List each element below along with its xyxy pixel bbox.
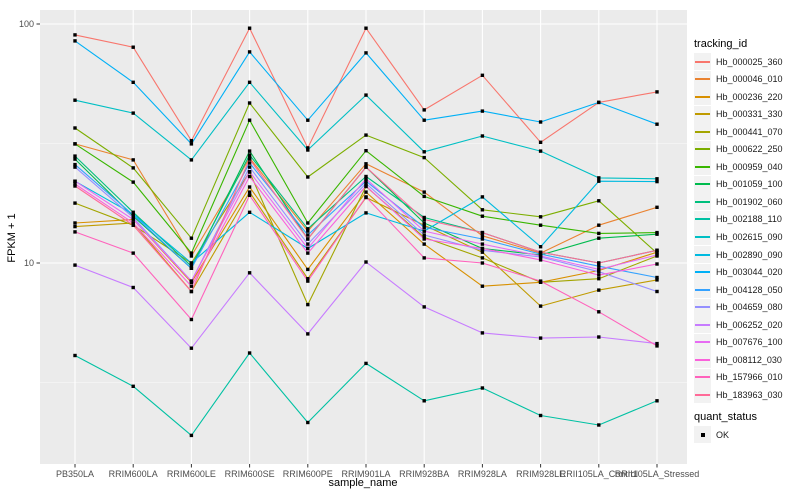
line-swatch-icon (694, 140, 711, 158)
legend-item-label: Hb_002890_090 (716, 249, 783, 260)
x-tick-label: RRIM600LE (166, 469, 216, 479)
x-tick-label: RRIM928LA (457, 469, 507, 479)
x-tick-label: RRIM600SE (224, 469, 275, 479)
legend-title-tracking-id: tracking_id (694, 38, 748, 50)
legend-item-label: Hb_007676_100 (716, 337, 783, 348)
legend-item: Hb_003044_020 (694, 263, 800, 281)
line-swatch-icon (694, 316, 711, 334)
legend-item: Hb_001059_100 (694, 175, 800, 193)
legend-item-label: OK (716, 429, 730, 440)
legend-item-label: Hb_183963_030 (716, 389, 783, 400)
legend-item: Hb_007676_100 (694, 333, 800, 351)
legend-item-label: Hb_000331_330 (716, 109, 783, 120)
line-swatch-icon (694, 193, 711, 211)
line-swatch-icon (694, 123, 711, 141)
legend-item-label: Hb_002188_110 (716, 214, 782, 225)
legend-item: Hb_002615_090 (694, 228, 800, 246)
quant-status-legend: quant_status OK (694, 411, 800, 444)
x-tick-label: RRIM928LE (516, 469, 566, 479)
legend-item-list: Hb_000025_360 Hb_000046_010 Hb_000236_220 H… (694, 53, 800, 404)
line-swatch-icon (694, 158, 711, 176)
legend-item: Hb_001902_060 (694, 193, 800, 211)
legend-item-label: Hb_157966_010 (716, 372, 783, 383)
line-swatch-icon (694, 368, 711, 386)
legend-item: Hb_002188_110 (694, 210, 800, 228)
legend-item-label: Hb_004128_050 (716, 284, 783, 295)
legend-title-quant-status: quant_status (694, 411, 757, 424)
legend-item: Hb_183963_030 (694, 386, 800, 404)
x-tick-label: RRII105LA_Stressed (614, 469, 700, 479)
legend-item: Hb_000622_250 (694, 140, 800, 158)
x-tick-label: RRIM600PE (282, 469, 333, 479)
legend-item-label: Hb_002615_090 (716, 231, 783, 242)
line-swatch-icon (694, 70, 711, 88)
legend-item-label: Hb_008112_030 (716, 354, 782, 365)
line-swatch-icon (694, 351, 711, 369)
line-swatch-icon (694, 246, 711, 264)
y-tick-label: 100 (18, 18, 34, 29)
legend-item: Hb_000025_360 (694, 53, 800, 70)
legend-item: Hb_000236_220 (694, 88, 800, 106)
line-swatch-icon (694, 210, 711, 228)
line-swatch-icon (694, 263, 711, 281)
x-tick-label: RRII105LA_Control (559, 469, 638, 479)
legend-item-label: Hb_004659_080 (716, 302, 783, 313)
legend-item: Hb_157966_010 (694, 368, 800, 386)
y-axis-title: FPKM + 1 (6, 213, 18, 263)
line-swatch-icon (694, 53, 711, 70)
legend-item-label: Hb_000441_070 (716, 126, 783, 137)
legend-item-label: Hb_001059_100 (716, 179, 783, 190)
legend-item: Hb_002890_090 (694, 246, 800, 264)
line-swatch-icon (694, 88, 711, 106)
legend-item-label: Hb_006252_020 (716, 319, 783, 330)
legend-item-ok: OK (694, 426, 800, 444)
line-swatch-icon (694, 228, 711, 246)
legend-item-label: Hb_001902_060 (716, 196, 783, 207)
legend-item-label: Hb_000046_010 (716, 74, 783, 85)
legend-item: Hb_004128_050 (694, 281, 800, 299)
line-swatch-icon (694, 386, 711, 404)
legend-item: Hb_000959_040 (694, 158, 800, 176)
legend-item: Hb_000441_070 (694, 123, 800, 141)
line-swatch-icon (694, 281, 711, 299)
line-swatch-icon (694, 298, 711, 316)
legend-item-label: Hb_000025_360 (716, 56, 783, 67)
legend-item-label: Hb_000622_250 (716, 144, 783, 155)
x-tick-label: PB350LA (55, 469, 95, 479)
legend-item: Hb_000046_010 (694, 70, 800, 88)
legend-item: Hb_008112_030 (694, 351, 800, 369)
line-swatch-icon (694, 105, 711, 123)
x-tick-label: RRIM600LA (108, 469, 158, 479)
x-axis-title: sample_name (328, 477, 398, 489)
x-tick-label: RRIM928BA (399, 469, 450, 479)
legend-item: Hb_006252_020 (694, 316, 800, 334)
legend-item-label: Hb_003044_020 (716, 267, 783, 278)
legend-item-label: Hb_000959_040 (716, 161, 783, 172)
square-marker-icon (694, 426, 711, 444)
legend-item-label: Hb_000236_220 (716, 91, 783, 102)
legend-item: Hb_000331_330 (694, 105, 800, 123)
line-swatch-icon (694, 333, 711, 351)
legend-item: Hb_004659_080 (694, 298, 800, 316)
line-swatch-icon (694, 175, 711, 193)
x-tick-label: RRIM901LA (341, 469, 391, 479)
legend: tracking_id Hb_000025_360 Hb_000046_010 Hb… (694, 38, 800, 444)
y-tick-label: 10 (23, 257, 34, 268)
